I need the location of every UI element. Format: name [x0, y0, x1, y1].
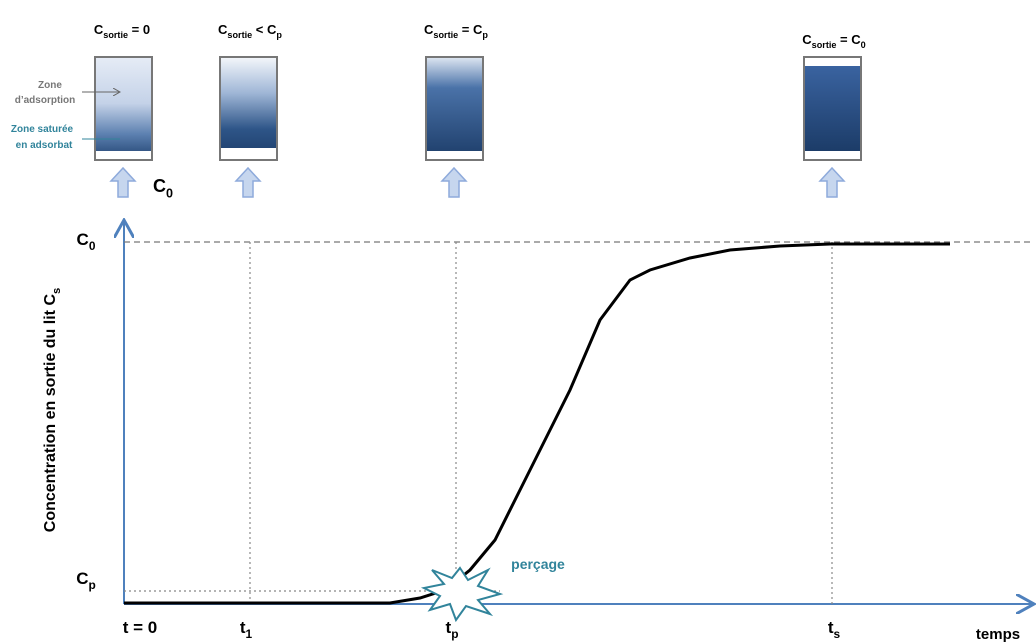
- x-tick-label-part: t: [240, 618, 246, 637]
- zone-label: Zone saturée: [11, 124, 74, 135]
- x-tick-label-part: s: [834, 627, 841, 641]
- y-tick-label-part: C: [76, 569, 88, 588]
- y-tick-label-part: C: [77, 230, 89, 249]
- column: [94, 56, 153, 161]
- y-axis-label: Concentration en sortie du lit Cs: [42, 288, 63, 532]
- column-label-part: C: [218, 22, 228, 37]
- column: [219, 56, 278, 161]
- column-label-part: p: [276, 30, 282, 40]
- x-tick-label: tp: [446, 618, 459, 641]
- y-axis-label-part: s: [51, 288, 63, 294]
- x-tick-label: ts: [828, 618, 841, 641]
- x-tick-label-part: t: [446, 618, 452, 637]
- column-label-part: C: [94, 22, 104, 37]
- column-label-part: sortie: [812, 40, 837, 50]
- zone-label: en adsorbat: [16, 140, 73, 151]
- column-label-part: C: [424, 22, 434, 37]
- column-label: Csortie < Cp: [218, 22, 282, 40]
- labels: Csortie = 0 Csortie < Cp Csortie = Cp Csort…: [11, 22, 1020, 643]
- zone-label: d’adsorption: [15, 95, 76, 106]
- feed-label-part: 0: [166, 186, 173, 200]
- feed-arrows: [109, 166, 846, 198]
- zone-label: Zone: [38, 80, 62, 91]
- x-tick-label-part: t = 0: [123, 618, 158, 637]
- breakthrough-burst: [420, 566, 504, 623]
- column: [425, 56, 484, 161]
- x-axis-label: temps: [976, 626, 1020, 643]
- breakthrough-curve: [124, 242, 950, 605]
- feed-label: C0: [153, 176, 173, 200]
- y-tick-label-part: 0: [89, 239, 96, 253]
- column-fill: [805, 66, 860, 151]
- x-tick-label-part: 1: [246, 627, 253, 641]
- feed-label-part: C: [153, 176, 166, 196]
- column-label: Csortie = 0: [94, 22, 150, 40]
- column-label-part: p: [482, 30, 488, 40]
- guide-lines: [124, 242, 833, 604]
- x-tick-label-part: t: [828, 618, 834, 637]
- column-label-part: = C: [458, 22, 483, 37]
- column-label-part: = 0: [128, 22, 150, 37]
- column-label-part: sortie: [433, 30, 458, 40]
- y-axis-label-part: Concentration en sortie du lit C: [42, 294, 59, 533]
- column-label-part: sortie: [227, 30, 252, 40]
- column-bottoms: [96, 148, 482, 159]
- chart: [124, 222, 1032, 623]
- x-tick-label: t1: [240, 618, 253, 641]
- x-tick-label: t = 0: [123, 618, 158, 637]
- y-tick-label-part: p: [89, 578, 96, 592]
- column-label-part: sortie: [103, 30, 128, 40]
- column-label: Csortie = C0: [802, 32, 865, 50]
- column-label-part: 0: [861, 40, 866, 50]
- column-label-part: = C: [836, 32, 861, 47]
- x-tick-label-part: p: [451, 627, 458, 641]
- breakthrough-label: perçage: [511, 556, 565, 572]
- column-label: Csortie = Cp: [424, 22, 488, 40]
- y-tick-label: Cp: [76, 569, 96, 592]
- column-label-part: C: [802, 32, 812, 47]
- y-tick-label: C0: [77, 230, 96, 253]
- columns: [82, 56, 862, 198]
- column-label-part: < C: [252, 22, 277, 37]
